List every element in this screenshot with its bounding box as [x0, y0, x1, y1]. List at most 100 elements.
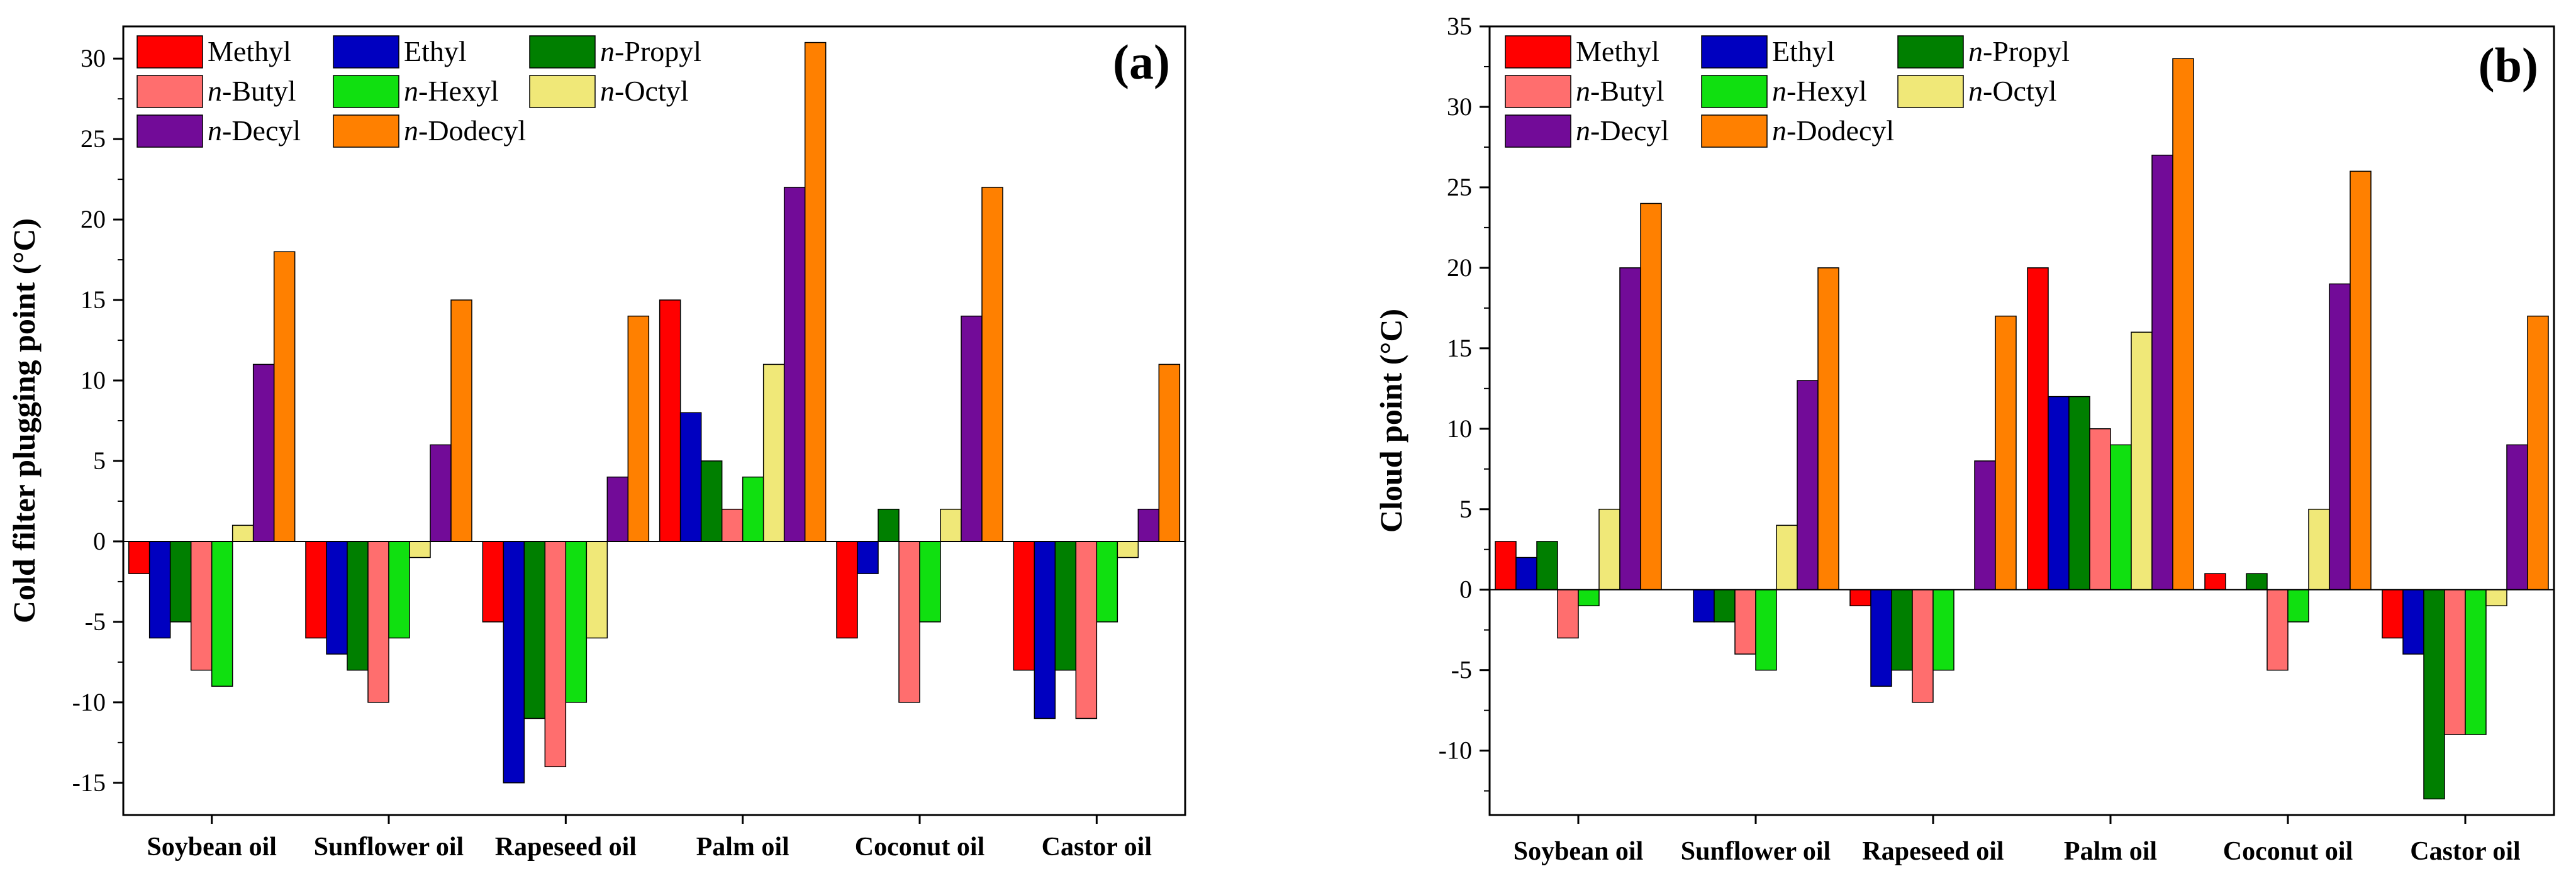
series-n-butyl [190, 509, 1098, 767]
x-tick-label: Palm oil [2064, 837, 2157, 866]
bar [1995, 315, 2017, 590]
bar [2382, 589, 2404, 639]
y-tick-label: 25 [1447, 173, 1472, 201]
bar [2506, 444, 2528, 590]
bar [2465, 589, 2487, 735]
series-n-propyl [1536, 396, 2445, 800]
bar [273, 251, 296, 542]
legend-swatch [1701, 35, 1768, 69]
legend-label: n-Octyl [600, 75, 689, 107]
bar [2287, 589, 2309, 623]
bar [2423, 589, 2445, 800]
bar [1557, 589, 1579, 639]
x-tick-label: Castor oil [1042, 833, 1152, 862]
bar [367, 541, 389, 703]
bar [1096, 541, 1118, 623]
x-tick-label: Sunflower oil [314, 833, 464, 862]
series-ethyl [1515, 396, 2424, 687]
legend-label: n-Propyl [600, 35, 701, 67]
bar [627, 315, 650, 542]
legend-label: Ethyl [404, 35, 467, 67]
y-tick-label: 20 [81, 205, 106, 233]
bar [2151, 154, 2173, 590]
legend-label: n-Dodecyl [1772, 114, 1894, 147]
y-tick-label: 5 [1459, 495, 1472, 523]
bar [1734, 589, 1756, 655]
bar [1054, 541, 1077, 671]
bar [430, 444, 452, 542]
x-tick-label: Palm oil [696, 833, 789, 862]
x-tick-label: Coconut oil [2223, 837, 2353, 866]
legend-swatch [137, 114, 203, 148]
y-tick-label: -5 [85, 607, 106, 636]
legend: Methyl Ethyl n-Propyl n-Butyl n-Hexyl n-Octyl… [1505, 35, 2070, 148]
bar [148, 541, 171, 639]
bar [503, 541, 525, 784]
legend-swatch [1897, 75, 1964, 108]
y-tick-label: 35 [1447, 12, 1472, 40]
bar [1974, 460, 1996, 590]
y-tick-label: -5 [1451, 656, 1472, 684]
bar [606, 476, 629, 542]
bar [700, 460, 723, 542]
y-tick-label: 15 [81, 286, 106, 314]
bar [940, 509, 962, 542]
y-tick-label: 30 [1447, 92, 1472, 121]
bar [961, 315, 983, 542]
bar [2267, 589, 2289, 671]
series-n-dodecyl [273, 42, 1181, 542]
legend-swatch [1505, 75, 1571, 108]
bar [169, 541, 192, 623]
legend-label: n-Propyl [1968, 35, 2070, 67]
bar [2308, 509, 2330, 590]
series-n-butyl [1557, 428, 2466, 735]
bar [2048, 396, 2070, 590]
legend-label: n-Butyl [208, 75, 296, 107]
bar [2027, 267, 2049, 590]
panel-a-chart: -15 -10 -5 0 5 10 15 20 25 30 Soybean oil Sunflower… [6, 25, 1186, 862]
series-n-hexyl [211, 476, 1118, 703]
bar [388, 541, 410, 639]
bar [2527, 315, 2549, 590]
bar [211, 541, 233, 687]
bar [409, 541, 431, 558]
bar [544, 541, 567, 767]
y-tick-label: 30 [81, 44, 106, 72]
y-tick-label: 5 [93, 446, 106, 475]
bar [2131, 331, 2153, 590]
bar [1158, 363, 1181, 542]
bar [2350, 170, 2372, 590]
legend-swatch [137, 35, 203, 69]
bar [762, 363, 785, 542]
legend-swatch [1701, 114, 1768, 148]
bar [326, 541, 348, 655]
plot-frame [1488, 25, 2555, 816]
y-tick-label: 10 [1447, 414, 1472, 443]
y-tick-label: 0 [93, 527, 106, 555]
bar [1495, 541, 1517, 590]
bar [482, 541, 505, 623]
bar [1578, 589, 1600, 607]
bar [586, 541, 608, 639]
legend-label: n-Hexyl [404, 75, 499, 107]
bar [742, 476, 764, 542]
legend-label: n-Hexyl [1772, 75, 1867, 107]
bar [1117, 541, 1139, 558]
bar [2068, 396, 2090, 590]
series-n-hexyl [1578, 444, 2487, 735]
bar [1797, 380, 1819, 590]
bar [231, 524, 254, 542]
y-tick-label: -10 [72, 688, 106, 716]
bar [1034, 541, 1056, 719]
bar [919, 541, 941, 623]
series-n-octyl [1598, 331, 2507, 607]
bar [1536, 541, 1558, 590]
bar [2485, 589, 2507, 607]
y-tick-label: 20 [1447, 253, 1472, 282]
bar [857, 541, 879, 574]
series-ethyl [148, 412, 1056, 784]
bar [1640, 202, 1662, 590]
bar [128, 541, 150, 574]
y-tick-label: 0 [1459, 575, 1472, 604]
bar [659, 299, 681, 542]
